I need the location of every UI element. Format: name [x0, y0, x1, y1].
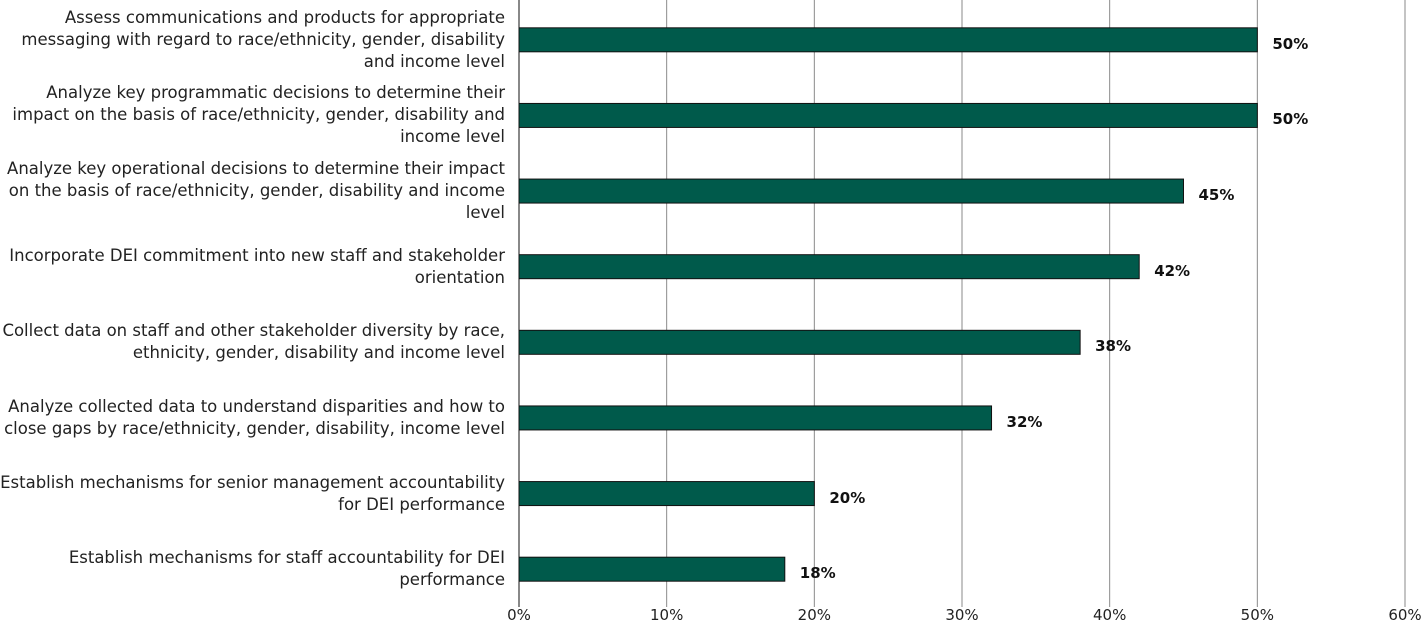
category-label: Assess communications and products for a…	[21, 7, 505, 71]
x-tick-label: 40%	[1092, 606, 1127, 624]
value-label: 20%	[829, 488, 866, 507]
bar	[518, 254, 1140, 280]
category-label: Analyze key operational decisions to det…	[7, 159, 505, 223]
bar	[518, 405, 993, 431]
bar	[518, 556, 786, 582]
category-label: Incorporate DEI commitment into new staf…	[9, 245, 505, 287]
value-label: 50%	[1272, 110, 1309, 129]
bar	[518, 481, 815, 507]
x-tick-label: 60%	[1388, 606, 1422, 624]
category-label: Establish mechanisms for staff accountab…	[68, 548, 505, 590]
x-tick-label: 50%	[1240, 606, 1274, 624]
x-tick-label: 20%	[797, 606, 831, 624]
category-label: Analyze collected data to understand dis…	[4, 396, 505, 438]
category-label: Establish mechanisms for senior manageme…	[0, 472, 505, 514]
value-label: 38%	[1095, 337, 1132, 356]
category-label: Collect data on staff and other stakehol…	[2, 321, 505, 363]
value-label: 32%	[1006, 412, 1043, 431]
x-tick-label: 10%	[649, 606, 684, 624]
bar	[518, 27, 1258, 53]
bar	[518, 329, 1081, 355]
value-label: 18%	[799, 564, 836, 583]
value-label: 42%	[1154, 261, 1191, 280]
bar	[518, 102, 1258, 128]
bar	[518, 178, 1184, 204]
x-tick-label: 30%	[945, 606, 979, 624]
x-tick-label: 0%	[507, 606, 531, 624]
value-label: 45%	[1198, 186, 1235, 205]
value-label: 50%	[1272, 34, 1309, 53]
category-label: Analyze key programmatic decisions to de…	[12, 83, 505, 147]
